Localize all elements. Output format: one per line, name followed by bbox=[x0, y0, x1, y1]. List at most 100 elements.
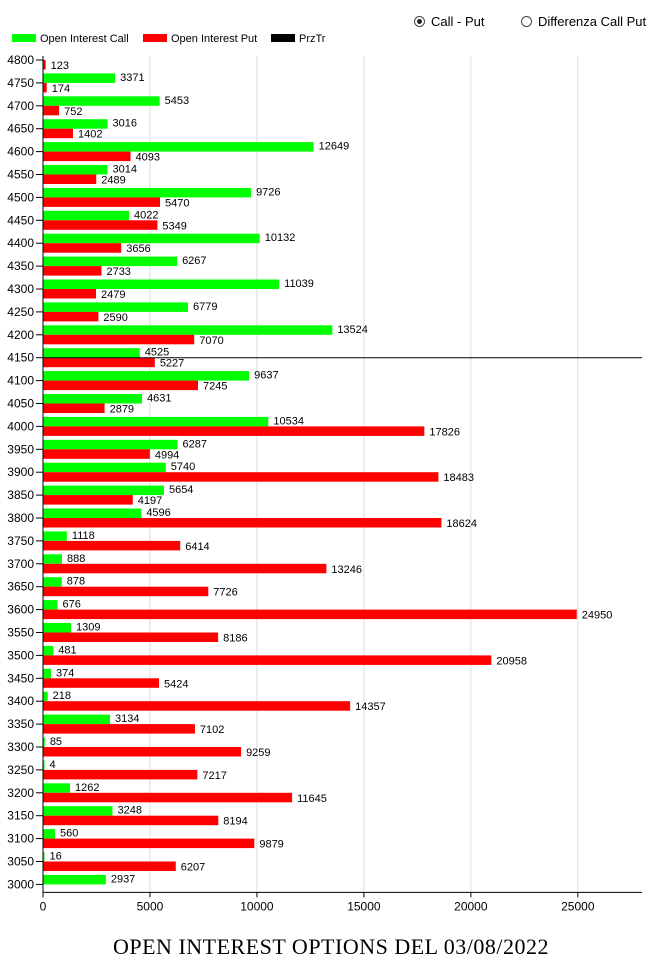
data-label-call: 1262 bbox=[75, 782, 99, 794]
y-tick-label: 3700 bbox=[7, 557, 34, 571]
data-label-put: 5227 bbox=[160, 358, 184, 370]
data-label-put: 5424 bbox=[164, 678, 188, 690]
bar-call bbox=[43, 783, 70, 793]
data-label-put: 20958 bbox=[496, 655, 527, 667]
data-label-put: 2479 bbox=[101, 289, 125, 301]
data-label-put: 3656 bbox=[126, 243, 150, 255]
y-tick-label: 4400 bbox=[7, 236, 34, 250]
bar-call bbox=[43, 348, 140, 358]
bar-call bbox=[43, 737, 45, 747]
data-label-put: 18483 bbox=[443, 472, 474, 484]
x-tick-label: 20000 bbox=[454, 899, 488, 913]
bar-call bbox=[43, 623, 72, 633]
radio-difference-circle[interactable] bbox=[521, 16, 532, 27]
data-label-put: 9879 bbox=[259, 839, 283, 851]
bar-put bbox=[43, 701, 351, 711]
bar-call bbox=[43, 554, 62, 564]
data-label-put: 2590 bbox=[103, 312, 127, 324]
radio-call-put[interactable]: Call - Put bbox=[414, 14, 484, 29]
bar-put bbox=[43, 609, 577, 620]
bar-call bbox=[43, 439, 178, 450]
y-tick-label: 4150 bbox=[7, 351, 34, 365]
data-label-put: 6207 bbox=[181, 862, 205, 874]
data-label-call: 9637 bbox=[254, 370, 278, 382]
bar-put bbox=[43, 747, 242, 757]
legend-label: Open Interest Put bbox=[171, 33, 257, 45]
data-label-call: 1118 bbox=[72, 530, 95, 542]
data-label-call: 481 bbox=[58, 644, 76, 656]
legend-swatch bbox=[143, 34, 167, 42]
y-tick-label: 4750 bbox=[7, 76, 34, 90]
y-tick-label: 4350 bbox=[7, 259, 34, 273]
data-label-call: 4 bbox=[50, 759, 56, 771]
data-label-call: 5654 bbox=[169, 484, 193, 496]
y-tick-label: 4050 bbox=[7, 397, 34, 411]
data-label-call: 12649 bbox=[319, 141, 350, 153]
bar-put bbox=[43, 243, 122, 253]
data-label-call: 10534 bbox=[273, 415, 304, 427]
bar-put bbox=[43, 403, 105, 413]
data-label-put: 7102 bbox=[200, 724, 224, 736]
bar-put bbox=[43, 289, 97, 299]
bar-put bbox=[43, 724, 195, 734]
x-tick-label: 10000 bbox=[240, 899, 274, 913]
data-label-put: 174 bbox=[52, 83, 70, 95]
data-label-call: 9726 bbox=[256, 186, 280, 198]
y-tick-label: 3900 bbox=[7, 465, 34, 479]
y-tick-label: 3200 bbox=[7, 786, 34, 800]
data-label-call: 878 bbox=[67, 576, 85, 588]
data-label-put: 7245 bbox=[203, 381, 227, 393]
data-label-call: 3248 bbox=[117, 805, 141, 817]
bar-put bbox=[43, 105, 60, 116]
bar-call bbox=[43, 210, 130, 221]
bar-put bbox=[43, 266, 102, 276]
bar-call bbox=[43, 371, 250, 381]
y-tick-label: 3050 bbox=[7, 855, 34, 869]
bar-put bbox=[43, 586, 209, 597]
bar-put bbox=[43, 60, 46, 70]
data-label-call: 676 bbox=[62, 599, 80, 611]
y-tick-label: 4650 bbox=[7, 122, 34, 136]
bar-put bbox=[43, 540, 181, 551]
data-label-call: 10132 bbox=[265, 232, 296, 244]
y-tick-label: 3850 bbox=[7, 488, 34, 502]
legend-swatch bbox=[12, 34, 36, 42]
y-tick-label: 4250 bbox=[7, 305, 34, 319]
data-label-put: 11645 bbox=[297, 793, 327, 805]
data-label-call: 5740 bbox=[171, 461, 195, 473]
data-label-call: 4022 bbox=[134, 209, 158, 221]
x-tick-label: 5000 bbox=[137, 899, 164, 913]
bar-put bbox=[43, 815, 219, 826]
bar-call bbox=[43, 829, 55, 839]
radio-call-put-circle[interactable] bbox=[414, 16, 425, 27]
y-tick-label: 3550 bbox=[7, 626, 34, 640]
bar-call bbox=[43, 165, 108, 175]
bar-call bbox=[43, 508, 142, 518]
bar-put bbox=[43, 151, 131, 162]
radio-difference-label: Differenza Call Put bbox=[538, 14, 647, 29]
y-tick-label: 3000 bbox=[7, 877, 34, 891]
data-label-put: 752 bbox=[64, 106, 82, 118]
data-label-put: 7217 bbox=[202, 770, 226, 782]
bar-put bbox=[43, 197, 161, 207]
data-label-call: 16 bbox=[50, 851, 62, 863]
bar-call bbox=[43, 256, 178, 267]
radio-difference-call-put[interactable]: Differenza Call Put bbox=[521, 14, 646, 29]
data-label-put: 4197 bbox=[138, 495, 162, 507]
y-tick-label: 4000 bbox=[7, 419, 34, 433]
bar-put bbox=[43, 128, 73, 139]
data-label-call: 374 bbox=[56, 667, 74, 679]
data-label-put: 7726 bbox=[213, 587, 237, 599]
data-label-put: 24950 bbox=[582, 610, 613, 622]
y-tick-label: 3400 bbox=[7, 694, 34, 708]
bar-put bbox=[43, 792, 293, 803]
y-tick-label: 3250 bbox=[7, 763, 34, 777]
data-label-put: 5470 bbox=[165, 197, 189, 209]
data-label-put: 123 bbox=[51, 60, 69, 72]
bar-call bbox=[43, 600, 58, 610]
data-label-call: 4525 bbox=[145, 347, 169, 359]
data-label-put: 13246 bbox=[331, 564, 362, 576]
y-tick-label: 4550 bbox=[7, 168, 34, 182]
data-label-call: 11039 bbox=[284, 278, 314, 290]
bar-call bbox=[43, 645, 54, 656]
